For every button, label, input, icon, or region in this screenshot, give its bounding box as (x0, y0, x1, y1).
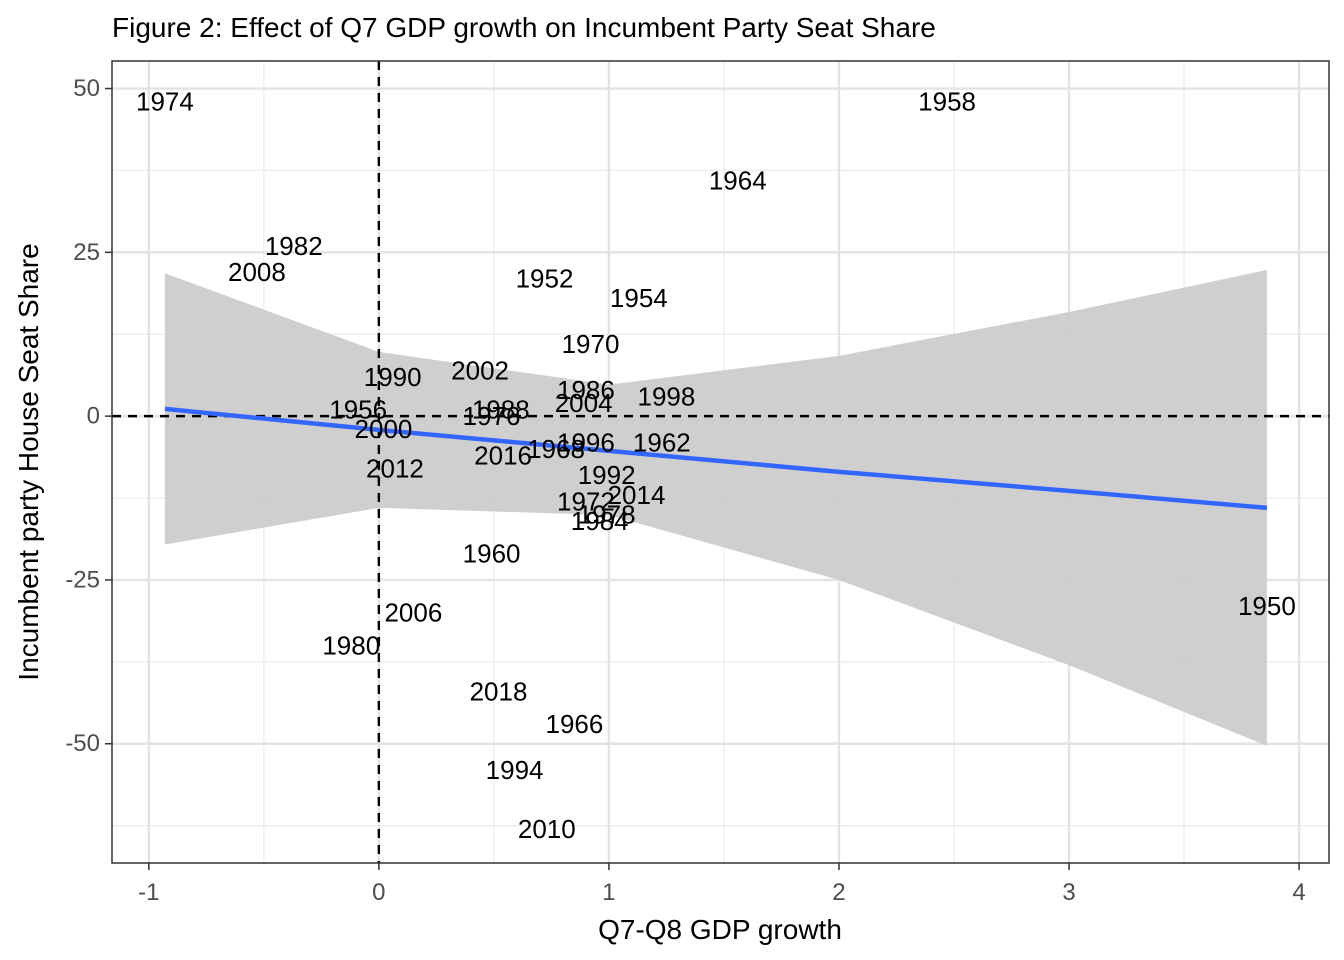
point-label-1974: 1974 (136, 87, 194, 117)
point-label-2004: 2004 (555, 388, 613, 418)
y-tick-label: 50 (73, 75, 100, 102)
point-label-1956: 1956 (329, 395, 387, 425)
point-label-1988: 1988 (472, 395, 530, 425)
point-label-1998: 1998 (638, 381, 696, 411)
point-label-1950: 1950 (1238, 591, 1296, 621)
y-tick-label: 0 (87, 403, 100, 430)
x-tick-label: 2 (832, 879, 845, 906)
point-label-1964: 1964 (709, 165, 767, 195)
point-label-1962: 1962 (633, 427, 691, 457)
point-label-1976: 1976 (463, 401, 521, 431)
reference-lines (112, 61, 1329, 863)
fit-line (164, 406, 1268, 511)
x-tick-label: 3 (1062, 879, 1075, 906)
point-label-1982: 1982 (265, 231, 323, 261)
point-label-1994: 1994 (486, 755, 544, 785)
point-label-1958: 1958 (918, 87, 976, 117)
point-label-1960: 1960 (463, 539, 521, 569)
point-label-2018: 2018 (470, 676, 528, 706)
point-label-1992: 1992 (578, 460, 636, 490)
y-tick-label: -25 (65, 566, 100, 593)
point-label-2000: 2000 (355, 414, 413, 444)
point-label-2014: 2014 (608, 480, 666, 510)
x-tick-label: 1 (602, 879, 615, 906)
point-label-1972: 1972 (557, 486, 615, 516)
point-label-1970: 1970 (562, 329, 620, 359)
point-label-1966: 1966 (545, 709, 603, 739)
x-tick-label: 0 (372, 879, 385, 906)
point-label-1986: 1986 (557, 375, 615, 405)
confidence-band-area (164, 270, 1267, 746)
point-label-1980: 1980 (322, 630, 380, 660)
x-axis-title: Q7-Q8 GDP growth (598, 914, 842, 945)
y-axis-ticks: -50 -25 0 25 50 (65, 75, 112, 757)
y-tick-label: 25 (73, 239, 100, 266)
chart-title: Figure 2: Effect of Q7 GDP growth on Inc… (112, 12, 936, 43)
point-label-1978: 1978 (578, 499, 636, 529)
y-tick-label: -50 (65, 730, 100, 757)
point-label-2016: 2016 (474, 440, 532, 470)
point-label-2002: 2002 (451, 355, 509, 385)
regression-line (164, 406, 1268, 511)
point-label-2010: 2010 (518, 814, 576, 844)
point-label-1984: 1984 (571, 506, 629, 536)
point-label-2008: 2008 (228, 257, 286, 287)
point-label-2012: 2012 (366, 454, 424, 484)
confidence-band (164, 270, 1267, 746)
x-tick-label: 4 (1292, 879, 1305, 906)
x-axis-ticks: -1 0 1 2 3 4 (138, 863, 1306, 906)
y-axis-title: Incumbent party House Seat Share (13, 243, 44, 680)
point-label-1954: 1954 (610, 283, 668, 313)
point-label-1990: 1990 (364, 362, 422, 392)
x-tick-label: -1 (138, 879, 159, 906)
point-label-1996: 1996 (557, 427, 615, 457)
plot-border (111, 60, 1330, 864)
point-label-1968: 1968 (527, 434, 585, 464)
point-label-1952: 1952 (516, 264, 574, 294)
point-label-2006: 2006 (384, 598, 442, 628)
